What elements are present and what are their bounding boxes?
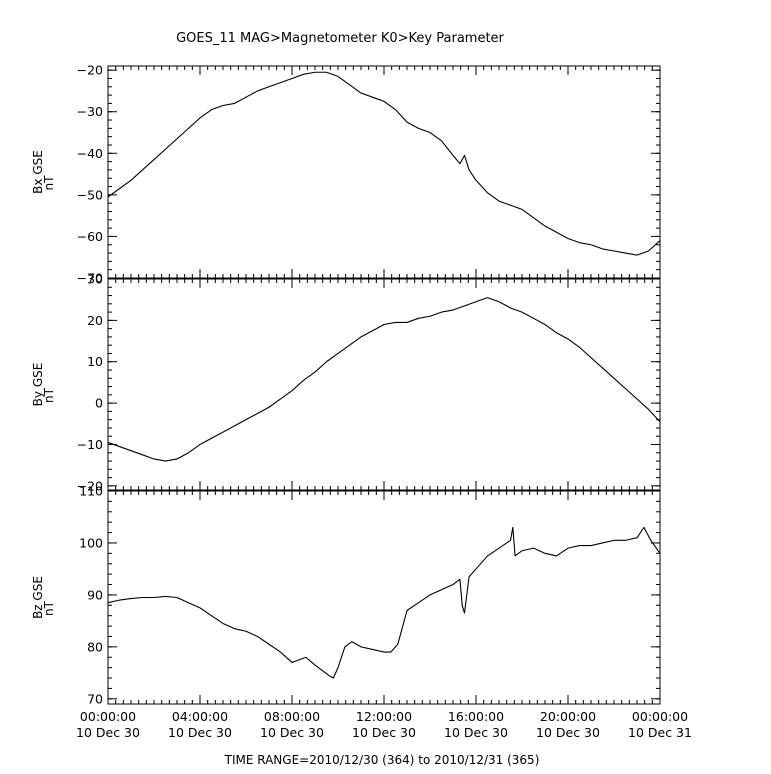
x-tick-time-label: 00:00:00 [80, 709, 136, 724]
x-tick-date-label: 10 Dec 30 [444, 725, 508, 740]
y-tick-label: 30 [87, 272, 103, 287]
x-tick-date-label: 10 Dec 30 [352, 725, 416, 740]
y-tick-label: −70 [77, 271, 103, 286]
panel-frame [107, 278, 661, 491]
y-tick-label: −20 [77, 478, 103, 493]
x-tick-date-label: 10 Dec 30 [168, 725, 232, 740]
y-tick-label: 90 [87, 587, 103, 602]
y-tick-label: −30 [77, 104, 103, 119]
y-tick-label: −50 [77, 187, 103, 202]
y-tick-label: −60 [77, 229, 103, 244]
figure-title: GOES_11 MAG>Magnetometer K0>Key Paramete… [176, 31, 504, 46]
x-tick-date-label: 10 Dec 30 [76, 725, 140, 740]
y-tick-label: 20 [87, 313, 103, 328]
y-axis-unit: nT [42, 175, 56, 191]
y-tick-label: 70 [87, 691, 103, 706]
y-tick-label: 110 [79, 484, 103, 499]
series-line [107, 71, 661, 256]
x-tick-date-label: 10 Dec 30 [536, 725, 600, 740]
time-range-label: TIME RANGE=2010/12/30 (364) to 2010/12/3… [224, 753, 540, 767]
series-line [107, 526, 661, 679]
x-tick-time-label: 08:00:00 [264, 709, 320, 724]
y-axis-unit: nT [42, 387, 56, 403]
y-tick-label: −40 [77, 146, 103, 161]
panel-frame [107, 490, 661, 705]
y-axis-label: Bz GSE [31, 576, 45, 619]
y-tick-label: −20 [77, 63, 103, 78]
y-tick-label: 100 [79, 535, 103, 550]
y-tick-label: 0 [95, 396, 103, 411]
x-tick-time-label: 00:00:00 [632, 709, 688, 724]
series-line [107, 297, 661, 462]
x-tick-time-label: 16:00:00 [448, 709, 504, 724]
y-axis-unit: nT [42, 600, 56, 616]
x-tick-date-label: 10 Dec 31 [628, 725, 692, 740]
y-axis-label: Bx GSE [31, 150, 45, 194]
y-axis-label: By GSE [31, 363, 45, 407]
y-tick-label: 10 [87, 354, 103, 369]
x-tick-date-label: 10 Dec 30 [260, 725, 324, 740]
y-tick-label: −10 [77, 437, 103, 452]
x-tick-time-label: 20:00:00 [540, 709, 596, 724]
panel-frame [107, 65, 661, 279]
x-tick-time-label: 04:00:00 [172, 709, 228, 724]
x-tick-time-label: 12:00:00 [356, 709, 412, 724]
y-tick-label: 80 [87, 639, 103, 654]
